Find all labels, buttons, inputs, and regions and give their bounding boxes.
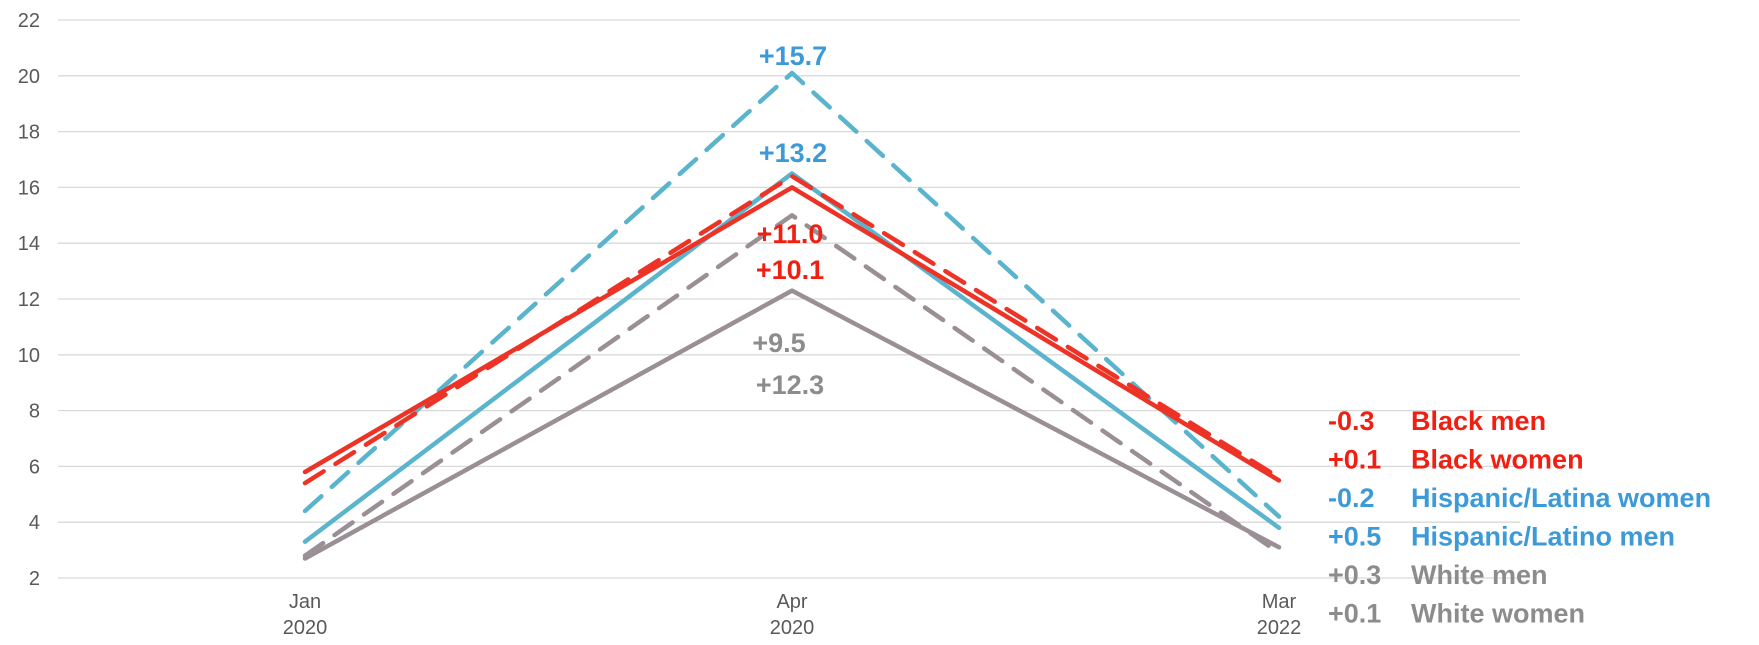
series-line	[302, 185, 1282, 483]
grid-lines	[58, 19, 1520, 579]
x-axis: Jan 2020 Apr 2020 Mar 2022	[283, 591, 1302, 639]
x-tick-label: 2022	[1257, 617, 1302, 639]
series-line	[302, 173, 1282, 486]
legend-label: White women	[1411, 599, 1585, 629]
legend-value: +0.1	[1328, 599, 1381, 629]
y-tick-label: 12	[18, 289, 40, 311]
legend-value: +0.5	[1328, 522, 1381, 552]
legend-label: Hispanic/Latino men	[1411, 522, 1675, 552]
y-tick-label: 20	[18, 66, 40, 88]
peak-annotation: +10.1	[756, 255, 824, 285]
legend-label: White men	[1411, 560, 1548, 590]
x-tick-label: Apr	[776, 591, 807, 613]
peak-annotation: +11.0	[757, 219, 824, 249]
legend-value: +0.3	[1328, 560, 1381, 590]
y-axis: 2 4 6 8 10 12 14 16 18 20 22	[18, 10, 40, 590]
x-tick-label: Jan	[289, 591, 321, 613]
y-tick-label: 8	[29, 401, 40, 423]
x-tick-label: 2020	[283, 617, 328, 639]
y-tick-label: 10	[18, 345, 40, 367]
series-line	[302, 70, 1282, 519]
legend-label: Black women	[1411, 445, 1584, 475]
legend-label: Hispanic/Latina women	[1411, 483, 1711, 513]
y-tick-label: 4	[29, 512, 40, 534]
y-tick-label: 14	[18, 233, 40, 255]
legend-value: -0.3	[1328, 406, 1375, 436]
peak-annotation: +15.7	[759, 41, 827, 71]
legend-value: +0.1	[1328, 445, 1381, 475]
y-tick-label: 22	[18, 10, 40, 32]
peak-annotation: +12.3	[756, 370, 824, 400]
series-line	[302, 171, 1282, 544]
x-tick-label: 2020	[770, 617, 815, 639]
series-line	[302, 213, 1282, 558]
series-line	[302, 288, 1282, 561]
legend: -0.3 Black men +0.1 Black women -0.2 Hispanic…	[1328, 406, 1711, 629]
y-tick-label: 2	[29, 568, 40, 590]
series-lines	[302, 70, 1282, 561]
y-tick-label: 16	[18, 177, 40, 199]
legend-value: -0.2	[1328, 483, 1375, 513]
y-tick-label: 18	[18, 122, 40, 144]
legend-label: Black men	[1411, 406, 1546, 436]
x-tick-label: Mar	[1262, 591, 1297, 613]
peak-annotations: +15.7 +13.2 +11.0 +10.1 +9.5 +12.3	[752, 41, 827, 400]
peak-annotation: +13.2	[759, 138, 827, 168]
y-tick-label: 6	[29, 456, 40, 478]
peak-annotation: +9.5	[752, 328, 805, 358]
